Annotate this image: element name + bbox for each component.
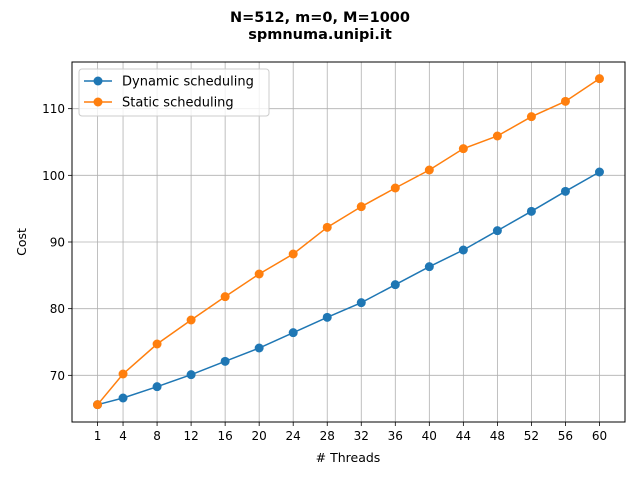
data-point-static	[356, 202, 366, 212]
data-point-static	[220, 292, 230, 302]
x-tick-label: 24	[286, 429, 301, 443]
data-point-static	[186, 315, 196, 325]
data-point-static	[93, 400, 103, 410]
x-tick-label: 40	[422, 429, 437, 443]
legend-label-dynamic: Dynamic scheduling	[122, 75, 254, 90]
chart-title-line-2: spmnuma.unipi.it	[248, 27, 392, 43]
legend-label-static: Static scheduling	[122, 96, 234, 111]
legend-box	[78, 68, 270, 117]
x-tick-label: 56	[558, 429, 573, 443]
data-point-static	[254, 269, 264, 279]
data-point-dynamic	[492, 226, 502, 236]
data-point-static	[458, 144, 468, 154]
data-point-static	[288, 249, 298, 259]
x-tick-label: 1	[94, 429, 102, 443]
data-point-dynamic	[424, 262, 434, 272]
y-tick-label: 100	[42, 169, 65, 183]
data-point-dynamic	[458, 245, 468, 255]
data-point-dynamic	[152, 382, 162, 392]
data-point-static	[594, 74, 604, 84]
data-point-dynamic	[560, 186, 570, 196]
data-point-static	[560, 96, 570, 106]
y-axis-label: Cost	[14, 228, 29, 256]
legend-marker-dynamic	[93, 76, 103, 86]
x-tick-label: 32	[354, 429, 369, 443]
data-point-dynamic	[322, 312, 332, 322]
data-point-dynamic	[526, 206, 536, 216]
x-tick-label: 36	[388, 429, 403, 443]
x-tick-label: 60	[592, 429, 607, 443]
legend: Dynamic scheduling Static scheduling	[78, 68, 270, 117]
data-point-dynamic	[186, 370, 196, 380]
x-tick-label: 48	[490, 429, 505, 443]
x-tick-label: 4	[119, 429, 127, 443]
x-tick-label: 52	[524, 429, 539, 443]
y-axis-ticks: 70 80 90 100 110	[42, 102, 72, 383]
series-line-static	[96, 78, 600, 406]
data-point-static	[424, 165, 434, 175]
data-point-dynamic	[254, 343, 264, 353]
data-point-static	[526, 112, 536, 122]
y-tick-label: 110	[42, 102, 65, 116]
x-tick-label: 44	[456, 429, 471, 443]
data-point-dynamic	[220, 356, 230, 366]
chart-title-line-1: N=512, m=0, M=1000	[230, 10, 410, 26]
data-point-static	[152, 339, 162, 349]
x-tick-label: 12	[183, 429, 198, 443]
legend-marker-static	[93, 97, 103, 107]
x-axis-label: # Threads	[316, 450, 381, 465]
x-axis-ticks: 1 4 8 12 16 20 24 28 32 36 40 44 48 52 56 60	[94, 422, 607, 443]
y-tick-label: 70	[50, 369, 65, 383]
data-point-static	[492, 131, 502, 141]
x-tick-label: 20	[252, 429, 267, 443]
x-tick-label: 8	[153, 429, 161, 443]
data-point-static	[118, 369, 128, 379]
series-line-dynamic	[97, 171, 600, 406]
data-point-dynamic	[356, 298, 366, 308]
data-point-static	[390, 183, 400, 193]
y-tick-label: 90	[50, 236, 65, 250]
data-point-dynamic	[288, 328, 298, 338]
data-point-dynamic	[594, 167, 604, 177]
data-point-static	[322, 222, 332, 232]
series-layer	[93, 74, 604, 410]
plot-frame	[71, 61, 626, 423]
data-point-dynamic	[118, 393, 128, 403]
data-point-dynamic	[390, 280, 400, 290]
x-tick-label: 28	[320, 429, 335, 443]
x-tick-label: 16	[217, 429, 232, 443]
y-tick-label: 80	[50, 302, 65, 316]
